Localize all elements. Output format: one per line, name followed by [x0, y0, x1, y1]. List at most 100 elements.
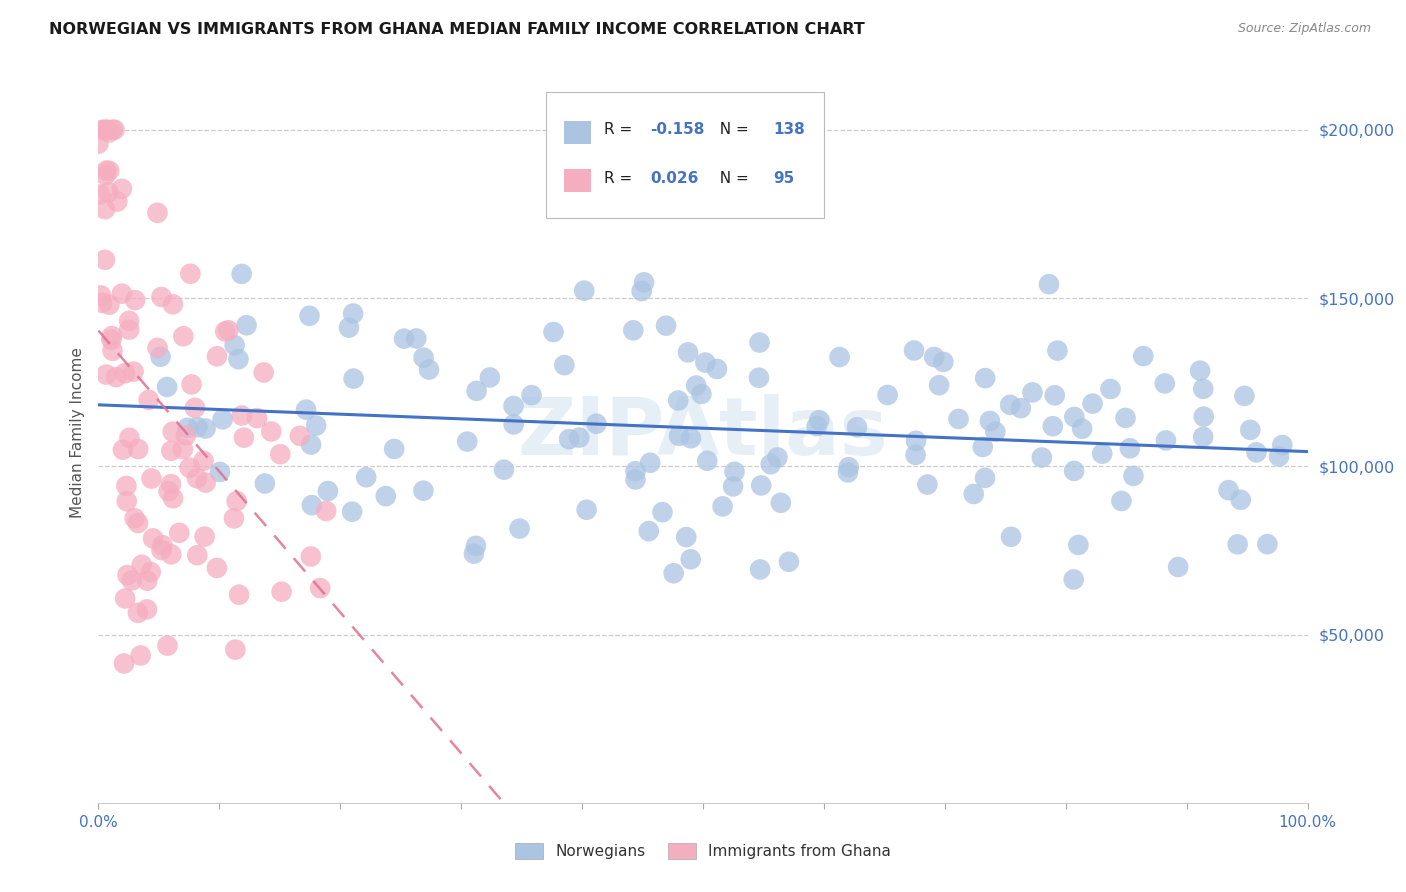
Point — [122, 365, 145, 379]
Point — [553, 358, 575, 372]
Point — [465, 539, 488, 553]
Point — [111, 442, 134, 457]
Point — [298, 309, 321, 323]
Point — [492, 463, 515, 477]
Text: ZIPAtlas: ZIPAtlas — [517, 393, 889, 472]
Point — [1226, 537, 1249, 551]
Point — [103, 122, 125, 136]
Point — [695, 355, 717, 369]
Point — [124, 511, 146, 525]
Point — [187, 420, 209, 434]
Point — [141, 471, 163, 485]
Point — [374, 489, 396, 503]
Point — [169, 525, 191, 540]
Point — [1091, 447, 1114, 461]
Point — [928, 378, 950, 392]
Point — [723, 465, 745, 479]
Point — [922, 350, 945, 364]
Point — [624, 464, 647, 478]
Point — [186, 548, 208, 562]
Point — [115, 479, 138, 493]
Point — [837, 466, 859, 480]
Point — [662, 566, 685, 581]
Point — [315, 504, 337, 518]
Point — [543, 325, 565, 339]
Point — [1031, 450, 1053, 465]
Point — [412, 351, 434, 365]
Point — [748, 370, 770, 384]
Point — [585, 417, 607, 431]
Point — [1154, 434, 1177, 448]
Point — [194, 475, 217, 490]
Point — [152, 538, 174, 552]
Text: -0.158: -0.158 — [650, 121, 704, 136]
Point — [131, 558, 153, 572]
Point — [558, 432, 581, 446]
Point — [1256, 537, 1278, 551]
Point — [1042, 419, 1064, 434]
Point — [1153, 376, 1175, 391]
Point — [149, 350, 172, 364]
Point — [176, 421, 198, 435]
Point — [228, 352, 250, 367]
Point — [101, 122, 124, 136]
Point — [186, 471, 208, 485]
Point — [1192, 409, 1215, 424]
Point — [478, 370, 501, 384]
Point — [679, 431, 702, 445]
Point — [96, 368, 118, 382]
Point — [769, 496, 792, 510]
Point — [150, 543, 173, 558]
Point — [876, 388, 898, 402]
Point — [766, 450, 789, 465]
Point — [676, 345, 699, 359]
Point — [655, 318, 678, 333]
Point — [124, 293, 146, 307]
Point — [1189, 364, 1212, 378]
Point — [1122, 469, 1144, 483]
Point — [228, 588, 250, 602]
Point — [679, 552, 702, 566]
Point — [299, 437, 322, 451]
Point — [96, 122, 118, 136]
Point — [630, 284, 652, 298]
Point — [624, 473, 647, 487]
Point — [115, 494, 138, 508]
Point — [162, 425, 184, 439]
Point — [121, 574, 143, 588]
Point — [1271, 438, 1294, 452]
Point — [118, 314, 141, 328]
Point — [412, 483, 434, 498]
Point — [340, 505, 363, 519]
Point — [382, 442, 405, 456]
Point — [974, 371, 997, 385]
Point — [224, 642, 246, 657]
Point — [1010, 401, 1032, 416]
Point — [288, 429, 311, 443]
Point — [214, 325, 236, 339]
Point — [194, 421, 217, 435]
Point — [211, 412, 233, 426]
Point — [112, 657, 135, 671]
Point — [90, 288, 112, 302]
Point — [295, 402, 318, 417]
FancyBboxPatch shape — [546, 92, 824, 218]
Y-axis label: Median Family Income: Median Family Income — [69, 347, 84, 518]
Point — [1046, 343, 1069, 358]
Point — [231, 409, 253, 423]
Point — [1233, 389, 1256, 403]
Point — [651, 505, 673, 519]
Point — [1114, 410, 1136, 425]
Point — [465, 384, 488, 398]
Point — [1067, 538, 1090, 552]
Point — [136, 602, 159, 616]
Point — [846, 420, 869, 434]
Point — [94, 202, 117, 217]
Point — [179, 267, 201, 281]
Point — [354, 470, 377, 484]
Point — [162, 491, 184, 506]
Point — [502, 399, 524, 413]
Text: R =: R = — [603, 121, 637, 136]
Point — [205, 349, 228, 363]
Point — [157, 484, 180, 499]
